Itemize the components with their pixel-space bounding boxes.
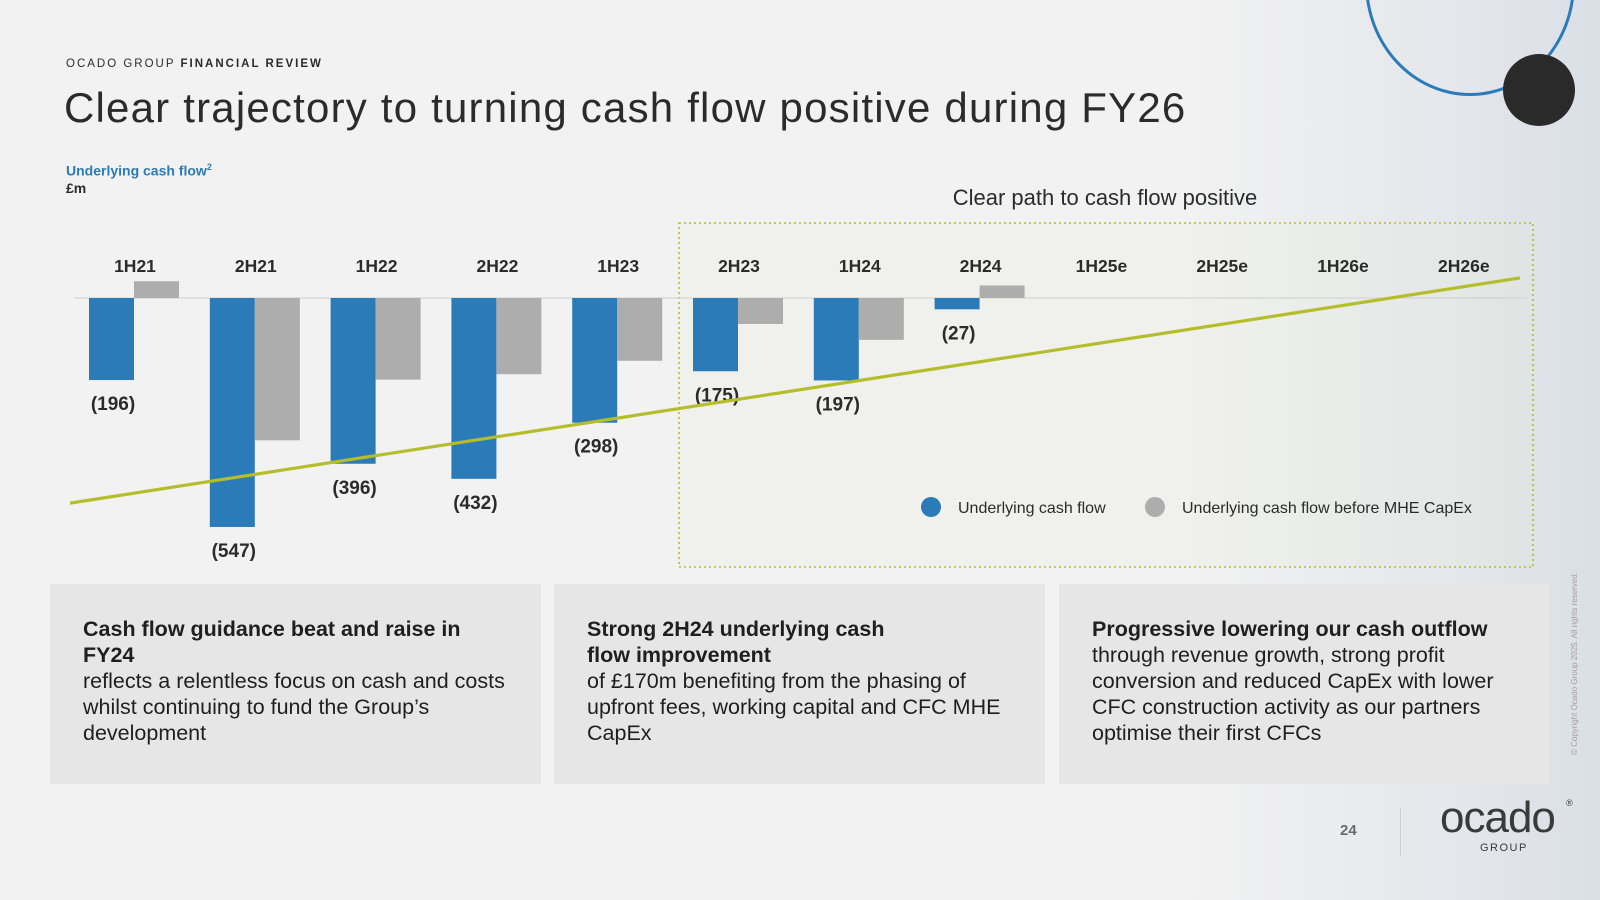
- trend-line: [69, 276, 1521, 505]
- cash-flow-chart: Clear path to cash flow positive 1H21 2H21…: [69, 185, 1534, 568]
- chart-title-footnote: 2: [206, 162, 212, 172]
- legend-label-underlying: Underlying cash flow: [958, 500, 1106, 517]
- highlight-box-label: Clear path to cash flow positive: [953, 185, 1258, 210]
- chart-title-text: Underlying cash flow: [66, 162, 207, 179]
- bar-underlying-cash-flow: [934, 298, 980, 310]
- x-tick-label: 2H23: [718, 256, 760, 276]
- section-eyebrow: OCADO GROUP FINANCIAL REVIEW: [66, 58, 323, 70]
- card-body: through revenue growth, strong profit co…: [1092, 643, 1494, 745]
- data-label: (396): [332, 478, 376, 499]
- summary-card-outflow: Progressive lowering our cash outflow th…: [1059, 584, 1550, 784]
- bar-before-mhe-capex: [134, 281, 179, 298]
- bar-underlying-cash-flow: [209, 298, 255, 527]
- x-tick-label: 2H25e: [1196, 256, 1248, 276]
- x-tick-label: 2H21: [235, 256, 277, 276]
- summary-card-guidance: Cash flow guidance beat and raise in FY2…: [50, 584, 541, 784]
- data-label: (547): [212, 541, 256, 562]
- bar-underlying-cash-flow: [572, 298, 618, 423]
- logo-group-text: GROUP: [1480, 842, 1528, 854]
- bar-underlying-cash-flow: [813, 298, 859, 381]
- card-body: reflects a relentless focus on cash and …: [83, 669, 505, 745]
- page-number: 24: [1340, 822, 1357, 839]
- highlight-box: [678, 222, 1534, 568]
- x-tick-label: 1H23: [597, 256, 639, 276]
- legend-swatch-before-mhe: [1145, 497, 1165, 517]
- eyebrow-company: OCADO GROUP: [66, 58, 176, 70]
- page-title: Clear trajectory to turning cash flow po…: [64, 84, 1187, 131]
- logo-wordmark: ocado: [1440, 793, 1556, 842]
- bar-before-mhe-capex: [738, 298, 783, 324]
- eyebrow-section: FINANCIAL REVIEW: [180, 58, 323, 70]
- bar-underlying-cash-flow: [89, 298, 134, 381]
- card-body: of £170m benefiting from the phasing of …: [587, 669, 1001, 745]
- x-tick-label: 1H21: [114, 256, 156, 276]
- bar-underlying-cash-flow: [693, 298, 738, 372]
- summary-cards: Cash flow guidance beat and raise in FY2…: [50, 584, 1550, 784]
- x-tick-label: 1H22: [356, 256, 398, 276]
- footer-divider: [1400, 808, 1401, 856]
- bar-before-mhe-capex: [496, 298, 542, 375]
- x-tick-label: 1H24: [839, 256, 881, 276]
- ocado-logo: ocado ® GROUP: [1440, 793, 1573, 855]
- bar-underlying-cash-flow: [330, 298, 376, 464]
- chart-title: Underlying cash flow2: [66, 162, 212, 179]
- bar-before-mhe-capex: [617, 298, 663, 361]
- x-tick-label: 2H22: [476, 256, 518, 276]
- summary-card-2h24: Strong 2H24 underlying cash flow improve…: [554, 584, 1045, 784]
- x-tick-label: 1H26e: [1317, 256, 1369, 276]
- x-tick-label: 2H24: [960, 256, 1002, 276]
- card-heading: Strong 2H24 underlying cash flow improve…: [587, 617, 885, 667]
- bar-before-mhe-capex: [254, 298, 300, 441]
- data-label: (27): [942, 323, 976, 344]
- legend-swatch-underlying: [921, 497, 941, 517]
- bar-before-mhe-capex: [375, 298, 421, 380]
- card-heading: Cash flow guidance beat and raise in FY2…: [83, 617, 461, 667]
- x-tick-label: 2H26e: [1438, 256, 1490, 276]
- bar-underlying-cash-flow: [451, 298, 497, 479]
- legend-label-before-mhe: Underlying cash flow before MHE CapEx: [1182, 500, 1472, 517]
- bar-before-mhe-capex: [858, 298, 904, 340]
- data-label: (197): [816, 394, 860, 415]
- logo-registered-mark: ®: [1566, 798, 1573, 808]
- data-label: (298): [574, 437, 618, 458]
- x-tick-label: 1H25e: [1076, 256, 1128, 276]
- chart-unit: £m: [66, 180, 87, 196]
- data-label: (432): [453, 493, 497, 514]
- copyright-notice: © Copyright Ocado Group 2025. All rights…: [1570, 572, 1579, 755]
- bar-before-mhe-capex: [979, 285, 1025, 298]
- decorative-dot: [1503, 54, 1575, 126]
- data-label: (196): [91, 394, 135, 415]
- card-heading: Progressive lowering our cash outflow: [1092, 617, 1488, 641]
